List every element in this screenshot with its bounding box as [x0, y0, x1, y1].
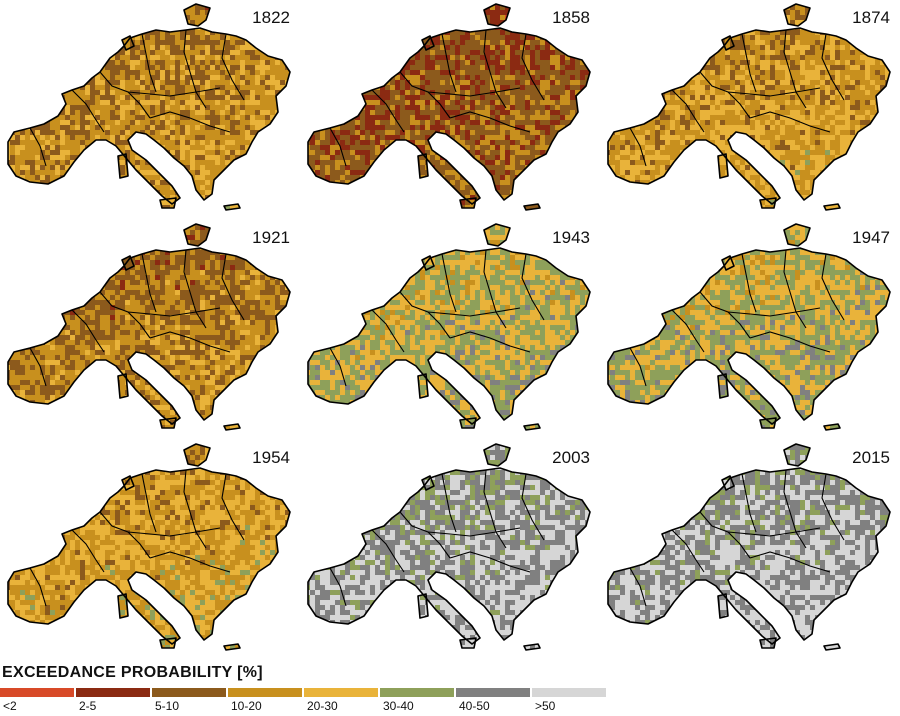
legend-item: 30-40	[380, 688, 454, 713]
map-panel-1921: 1921	[0, 220, 300, 440]
legend-item: <2	[0, 688, 74, 713]
legend-item: 5-10	[152, 688, 226, 713]
year-label: 1874	[852, 8, 890, 28]
legend-title: EXCEEDANCE PROBABILITY [%]	[2, 664, 263, 682]
year-label: 1943	[552, 228, 590, 248]
country-borders	[607, 3, 891, 211]
map-panel-1947: 1947	[600, 220, 900, 440]
legend-label: >50	[532, 699, 606, 713]
year-label: 1954	[252, 448, 290, 468]
map-panel-2003: 2003	[300, 440, 600, 660]
legend-swatch	[532, 688, 606, 697]
year-label: 1921	[252, 228, 290, 248]
legend-swatch	[0, 688, 74, 697]
legend-swatch	[380, 688, 454, 697]
year-label: 1858	[552, 8, 590, 28]
legend-label: 10-20	[228, 699, 302, 713]
europe-map	[307, 223, 591, 431]
europe-map	[7, 3, 291, 211]
probability-field	[608, 4, 890, 210]
legend-item: 40-50	[456, 688, 530, 713]
map-panel-1858: 1858	[300, 0, 600, 220]
legend-swatch	[304, 688, 378, 697]
year-label: 2015	[852, 448, 890, 468]
europe-map	[307, 443, 591, 651]
europe-map	[307, 3, 591, 211]
country-borders	[7, 223, 291, 431]
map-panel-1943: 1943	[300, 220, 600, 440]
europe-map	[607, 443, 891, 651]
europe-map	[607, 3, 891, 211]
legend-swatch	[228, 688, 302, 697]
legend-label: 40-50	[456, 699, 530, 713]
legend-swatch	[456, 688, 530, 697]
probability-field	[308, 224, 590, 430]
europe-map	[607, 223, 891, 431]
legend-label: 5-10	[152, 699, 226, 713]
legend-label: 2-5	[76, 699, 150, 713]
map-grid: 1822 1858 1874 1921 1943 1947 1954 2003 …	[0, 0, 900, 660]
probability-field	[8, 444, 290, 650]
map-panel-1954: 1954	[0, 440, 300, 660]
legend-item: 20-30	[304, 688, 378, 713]
country-borders	[307, 443, 591, 651]
map-panel-1874: 1874	[600, 0, 900, 220]
europe-map	[7, 443, 291, 651]
probability-field	[608, 444, 890, 650]
probability-field	[308, 4, 590, 210]
map-panel-1822: 1822	[0, 0, 300, 220]
europe-map	[7, 223, 291, 431]
legend-swatch	[152, 688, 226, 697]
country-borders	[607, 223, 891, 431]
legend-item: 10-20	[228, 688, 302, 713]
legend-swatch	[76, 688, 150, 697]
probability-field	[8, 224, 290, 430]
country-borders	[307, 223, 591, 431]
probability-field	[8, 4, 290, 210]
country-borders	[7, 3, 291, 211]
legend-label: 20-30	[304, 699, 378, 713]
year-label: 2003	[552, 448, 590, 468]
country-borders	[7, 443, 291, 651]
legend-label: <2	[0, 699, 74, 713]
legend-item: 2-5	[76, 688, 150, 713]
country-borders	[607, 443, 891, 651]
year-label: 1947	[852, 228, 890, 248]
legend-item: >50	[532, 688, 606, 713]
map-panel-2015: 2015	[600, 440, 900, 660]
year-label: 1822	[252, 8, 290, 28]
legend-label: 30-40	[380, 699, 454, 713]
legend: <2 2-5 5-10 10-20 20-30 30-40 40-50 >50	[0, 688, 900, 716]
country-borders	[307, 3, 591, 211]
probability-field	[608, 224, 890, 430]
probability-field	[308, 444, 590, 650]
